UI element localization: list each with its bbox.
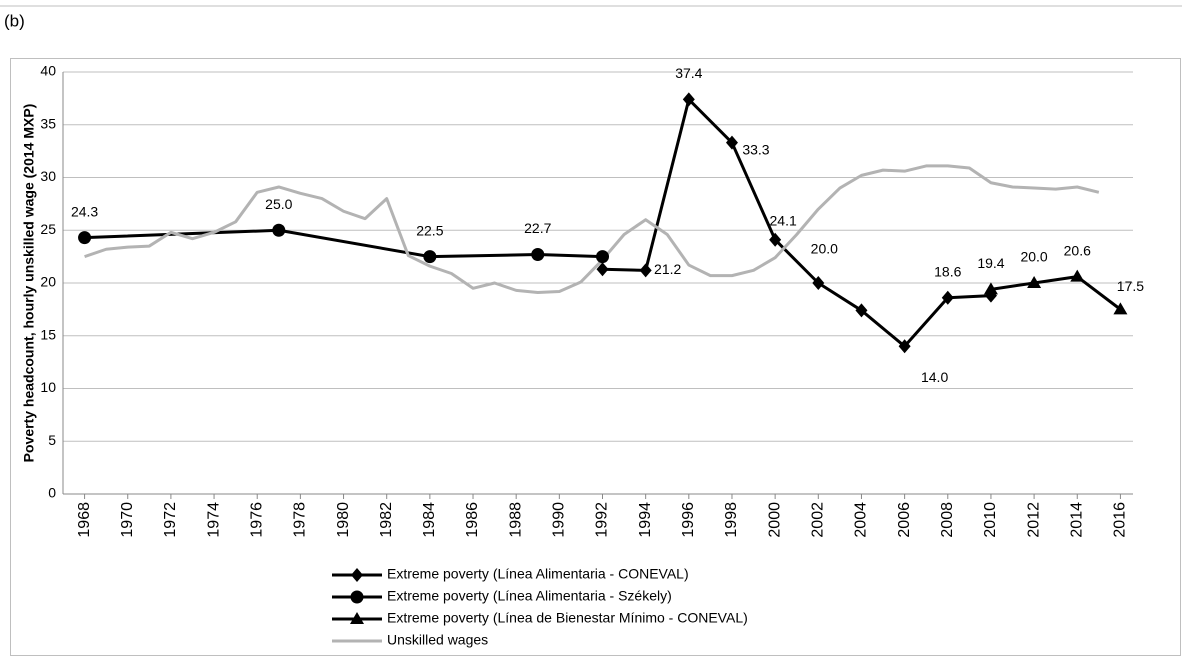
point bbox=[725, 135, 738, 150]
data-label: 14.0 bbox=[921, 369, 948, 385]
y-tick-label: 35 bbox=[40, 115, 56, 131]
point bbox=[639, 263, 652, 278]
point bbox=[812, 276, 825, 290]
y-tick-label: 40 bbox=[40, 63, 56, 79]
series-line bbox=[84, 164, 1100, 294]
data-label: 25.0 bbox=[265, 196, 292, 212]
legend-label: Extreme poverty (Línea de Bienestar Míni… bbox=[387, 610, 748, 626]
legend-label: Unskilled wages bbox=[387, 632, 488, 648]
data-label: 20.0 bbox=[811, 241, 838, 257]
y-tick-label: 10 bbox=[40, 379, 56, 395]
data-label: 21.2 bbox=[654, 261, 681, 277]
x-tick-label: 1970 bbox=[119, 502, 136, 538]
y-tick-label: 20 bbox=[40, 274, 56, 290]
data-label: 17.5 bbox=[1117, 278, 1144, 294]
legend-marker bbox=[350, 590, 364, 604]
x-tick-label: 1986 bbox=[464, 502, 481, 538]
point bbox=[769, 232, 782, 247]
x-tick-label: 2014 bbox=[1068, 502, 1085, 538]
data-label: 18.6 bbox=[934, 263, 961, 279]
point bbox=[531, 248, 545, 262]
data-label: 37.4 bbox=[675, 65, 702, 81]
point bbox=[596, 262, 609, 277]
x-tick-label: 1980 bbox=[335, 502, 352, 538]
legend-label: Extreme poverty (Línea Alimentaria - Szé… bbox=[387, 588, 672, 604]
y-tick-label: 0 bbox=[48, 485, 56, 501]
legend-marker bbox=[350, 612, 364, 624]
point bbox=[898, 339, 911, 354]
point bbox=[596, 250, 609, 264]
x-tick-label: 1968 bbox=[76, 502, 93, 538]
data-label: 22.5 bbox=[416, 222, 443, 238]
x-tick-label: 2012 bbox=[1025, 502, 1042, 538]
y-tick-label: 15 bbox=[40, 326, 56, 342]
x-tick-label: 2008 bbox=[939, 502, 956, 538]
point bbox=[1027, 276, 1042, 288]
x-tick-label: 1974 bbox=[205, 502, 222, 538]
x-tick-label: 1976 bbox=[248, 502, 265, 538]
x-tick-label: 2010 bbox=[982, 502, 999, 538]
data-label: 19.4 bbox=[977, 255, 1004, 271]
x-tick-label: 1996 bbox=[680, 502, 697, 538]
x-tick-label: 2000 bbox=[766, 502, 783, 538]
point bbox=[423, 250, 437, 264]
x-tick-label: 2004 bbox=[853, 502, 870, 538]
x-tick-label: 2002 bbox=[810, 502, 827, 538]
x-tick-label: 1990 bbox=[551, 502, 568, 538]
x-tick-label: 2006 bbox=[896, 502, 913, 538]
y-tick-label: 5 bbox=[48, 432, 56, 448]
x-tick-label: 1972 bbox=[162, 502, 179, 538]
y-axis-title: Poverty headcount, hourly unskilled wage… bbox=[21, 104, 37, 463]
point bbox=[983, 282, 998, 295]
point bbox=[941, 290, 954, 305]
data-label: 33.3 bbox=[742, 141, 769, 157]
legend-label: Extreme poverty (Línea Alimentaria - CON… bbox=[387, 566, 689, 582]
series-line bbox=[990, 275, 1122, 311]
panel-label: (b) bbox=[4, 11, 25, 30]
data-label: 20.0 bbox=[1020, 249, 1047, 265]
data-label: 20.6 bbox=[1064, 242, 1091, 258]
y-tick-label: 25 bbox=[40, 221, 56, 237]
x-tick-label: 2016 bbox=[1112, 502, 1129, 538]
point bbox=[682, 92, 695, 107]
point bbox=[78, 231, 92, 245]
point bbox=[855, 303, 868, 318]
data-label: 24.1 bbox=[770, 212, 797, 228]
series-line bbox=[602, 97, 992, 348]
point bbox=[1070, 269, 1085, 282]
legend-marker bbox=[351, 568, 363, 582]
x-tick-label: 1978 bbox=[292, 502, 309, 538]
x-tick-label: 1982 bbox=[378, 502, 395, 538]
data-label: 22.7 bbox=[524, 220, 551, 236]
x-tick-label: 1998 bbox=[723, 502, 740, 538]
point bbox=[272, 223, 286, 237]
x-tick-label: 1984 bbox=[421, 502, 438, 538]
y-tick-label: 30 bbox=[40, 168, 56, 184]
x-tick-label: 1994 bbox=[637, 502, 654, 538]
x-tick-label: 1988 bbox=[507, 502, 524, 538]
data-label: 24.3 bbox=[71, 203, 98, 219]
point bbox=[1113, 302, 1128, 315]
x-tick-label: 1992 bbox=[594, 502, 611, 538]
